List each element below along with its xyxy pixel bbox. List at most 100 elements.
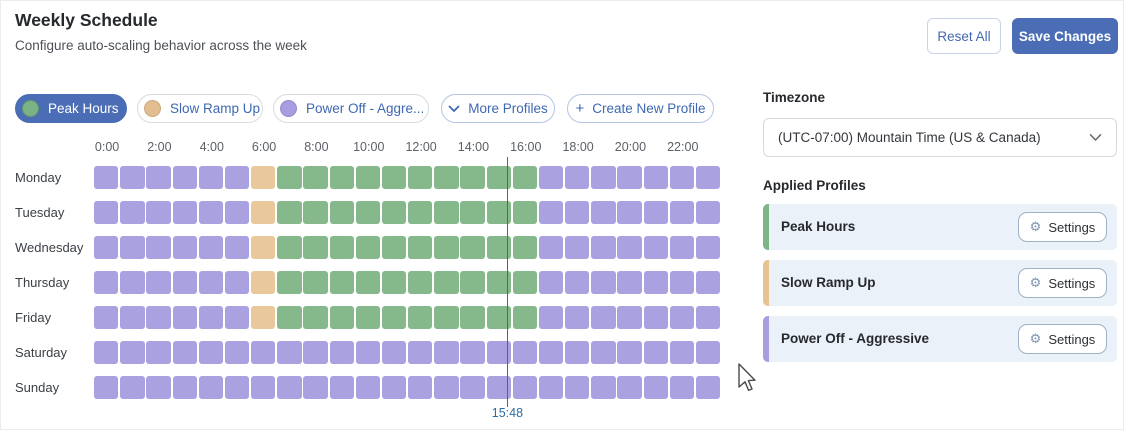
schedule-cell[interactable] — [198, 341, 224, 364]
schedule-cell[interactable] — [146, 376, 171, 399]
schedule-cell[interactable] — [381, 341, 407, 364]
schedule-cell[interactable] — [434, 166, 459, 189]
schedule-cell[interactable] — [224, 341, 250, 364]
schedule-cell[interactable] — [695, 236, 721, 259]
schedule-cell[interactable] — [434, 201, 459, 224]
schedule-cell[interactable] — [303, 376, 328, 399]
schedule-cell[interactable] — [303, 236, 328, 259]
schedule-cell[interactable] — [198, 166, 224, 189]
schedule-cell[interactable] — [512, 236, 538, 259]
schedule-cell[interactable] — [512, 166, 538, 189]
schedule-cell[interactable] — [695, 376, 721, 399]
schedule-cell[interactable] — [408, 341, 433, 364]
schedule-cell[interactable] — [695, 201, 721, 224]
schedule-cell[interactable] — [591, 341, 616, 364]
save-changes-button[interactable]: Save Changes — [1012, 18, 1118, 54]
schedule-cell[interactable] — [695, 271, 721, 294]
schedule-cell[interactable] — [329, 306, 354, 329]
schedule-cell[interactable] — [198, 271, 224, 294]
schedule-cell[interactable] — [460, 376, 485, 399]
reset-all-button[interactable]: Reset All — [927, 18, 1001, 54]
schedule-cell[interactable] — [538, 201, 564, 224]
schedule-cell[interactable] — [565, 236, 590, 259]
schedule-cell[interactable] — [146, 306, 171, 329]
schedule-cell[interactable] — [198, 376, 224, 399]
schedule-cell[interactable] — [512, 271, 538, 294]
schedule-cell[interactable] — [434, 236, 459, 259]
schedule-cell[interactable] — [643, 341, 668, 364]
schedule-cell[interactable] — [355, 341, 381, 364]
schedule-cell[interactable] — [643, 236, 668, 259]
schedule-cell[interactable] — [486, 271, 511, 294]
schedule-cell[interactable] — [643, 271, 668, 294]
schedule-cell[interactable] — [669, 236, 695, 259]
schedule-cell[interactable] — [172, 201, 197, 224]
schedule-cell[interactable] — [94, 166, 119, 189]
schedule-cell[interactable] — [591, 166, 616, 189]
schedule-cell[interactable] — [486, 376, 511, 399]
schedule-cell[interactable] — [355, 201, 381, 224]
schedule-cell[interactable] — [434, 341, 459, 364]
schedule-cell[interactable] — [591, 201, 616, 224]
schedule-cell[interactable] — [460, 271, 485, 294]
schedule-cell[interactable] — [512, 341, 538, 364]
schedule-cell[interactable] — [538, 236, 564, 259]
schedule-cell[interactable] — [643, 166, 668, 189]
profile-chip-slow-ramp-up[interactable]: Slow Ramp Up — [137, 94, 263, 123]
schedule-cell[interactable] — [538, 341, 564, 364]
schedule-cell[interactable] — [146, 236, 171, 259]
schedule-cell[interactable] — [434, 271, 459, 294]
schedule-cell[interactable] — [669, 166, 695, 189]
schedule-cell[interactable] — [565, 306, 590, 329]
schedule-cell[interactable] — [381, 201, 407, 224]
schedule-cell[interactable] — [669, 376, 695, 399]
schedule-cell[interactable] — [695, 166, 721, 189]
schedule-cell[interactable] — [617, 166, 642, 189]
schedule-cell[interactable] — [277, 341, 302, 364]
schedule-cell[interactable] — [408, 236, 433, 259]
schedule-cell[interactable] — [565, 376, 590, 399]
schedule-cell[interactable] — [512, 201, 538, 224]
schedule-cell[interactable] — [512, 306, 538, 329]
schedule-cell[interactable] — [486, 306, 511, 329]
schedule-cell[interactable] — [565, 341, 590, 364]
schedule-cell[interactable] — [277, 236, 302, 259]
timezone-select[interactable]: (UTC-07:00) Mountain Time (US & Canada) — [763, 118, 1117, 157]
schedule-cell[interactable] — [303, 306, 328, 329]
schedule-cell[interactable] — [355, 271, 381, 294]
schedule-cell[interactable] — [120, 271, 145, 294]
schedule-cell[interactable] — [460, 341, 485, 364]
schedule-cell[interactable] — [695, 306, 721, 329]
schedule-cell[interactable] — [277, 271, 302, 294]
schedule-cell[interactable] — [303, 341, 328, 364]
schedule-cell[interactable] — [120, 201, 145, 224]
schedule-cell[interactable] — [434, 376, 459, 399]
schedule-cell[interactable] — [538, 306, 564, 329]
schedule-cell[interactable] — [329, 201, 354, 224]
schedule-cell[interactable] — [617, 376, 642, 399]
schedule-cell[interactable] — [329, 341, 354, 364]
schedule-cell[interactable] — [172, 376, 197, 399]
schedule-cell[interactable] — [355, 306, 381, 329]
settings-button-slow-ramp-up[interactable]: ⚙ Settings — [1018, 268, 1107, 298]
schedule-cell[interactable] — [172, 166, 197, 189]
schedule-cell[interactable] — [198, 201, 224, 224]
schedule-cell[interactable] — [617, 201, 642, 224]
schedule-cell[interactable] — [381, 236, 407, 259]
schedule-cell[interactable] — [198, 236, 224, 259]
schedule-cell[interactable] — [172, 236, 197, 259]
schedule-cell[interactable] — [146, 201, 171, 224]
schedule-cell[interactable] — [146, 341, 171, 364]
schedule-cell[interactable] — [94, 236, 119, 259]
schedule-cell[interactable] — [643, 306, 668, 329]
schedule-cell[interactable] — [251, 376, 276, 399]
settings-button-power-off-aggressive[interactable]: ⚙ Settings — [1018, 324, 1107, 354]
schedule-cell[interactable] — [591, 376, 616, 399]
schedule-cell[interactable] — [538, 271, 564, 294]
schedule-cell[interactable] — [303, 271, 328, 294]
schedule-cell[interactable] — [669, 306, 695, 329]
schedule-cell[interactable] — [460, 166, 485, 189]
schedule-cell[interactable] — [224, 376, 250, 399]
schedule-cell[interactable] — [251, 306, 276, 329]
schedule-cell[interactable] — [251, 201, 276, 224]
